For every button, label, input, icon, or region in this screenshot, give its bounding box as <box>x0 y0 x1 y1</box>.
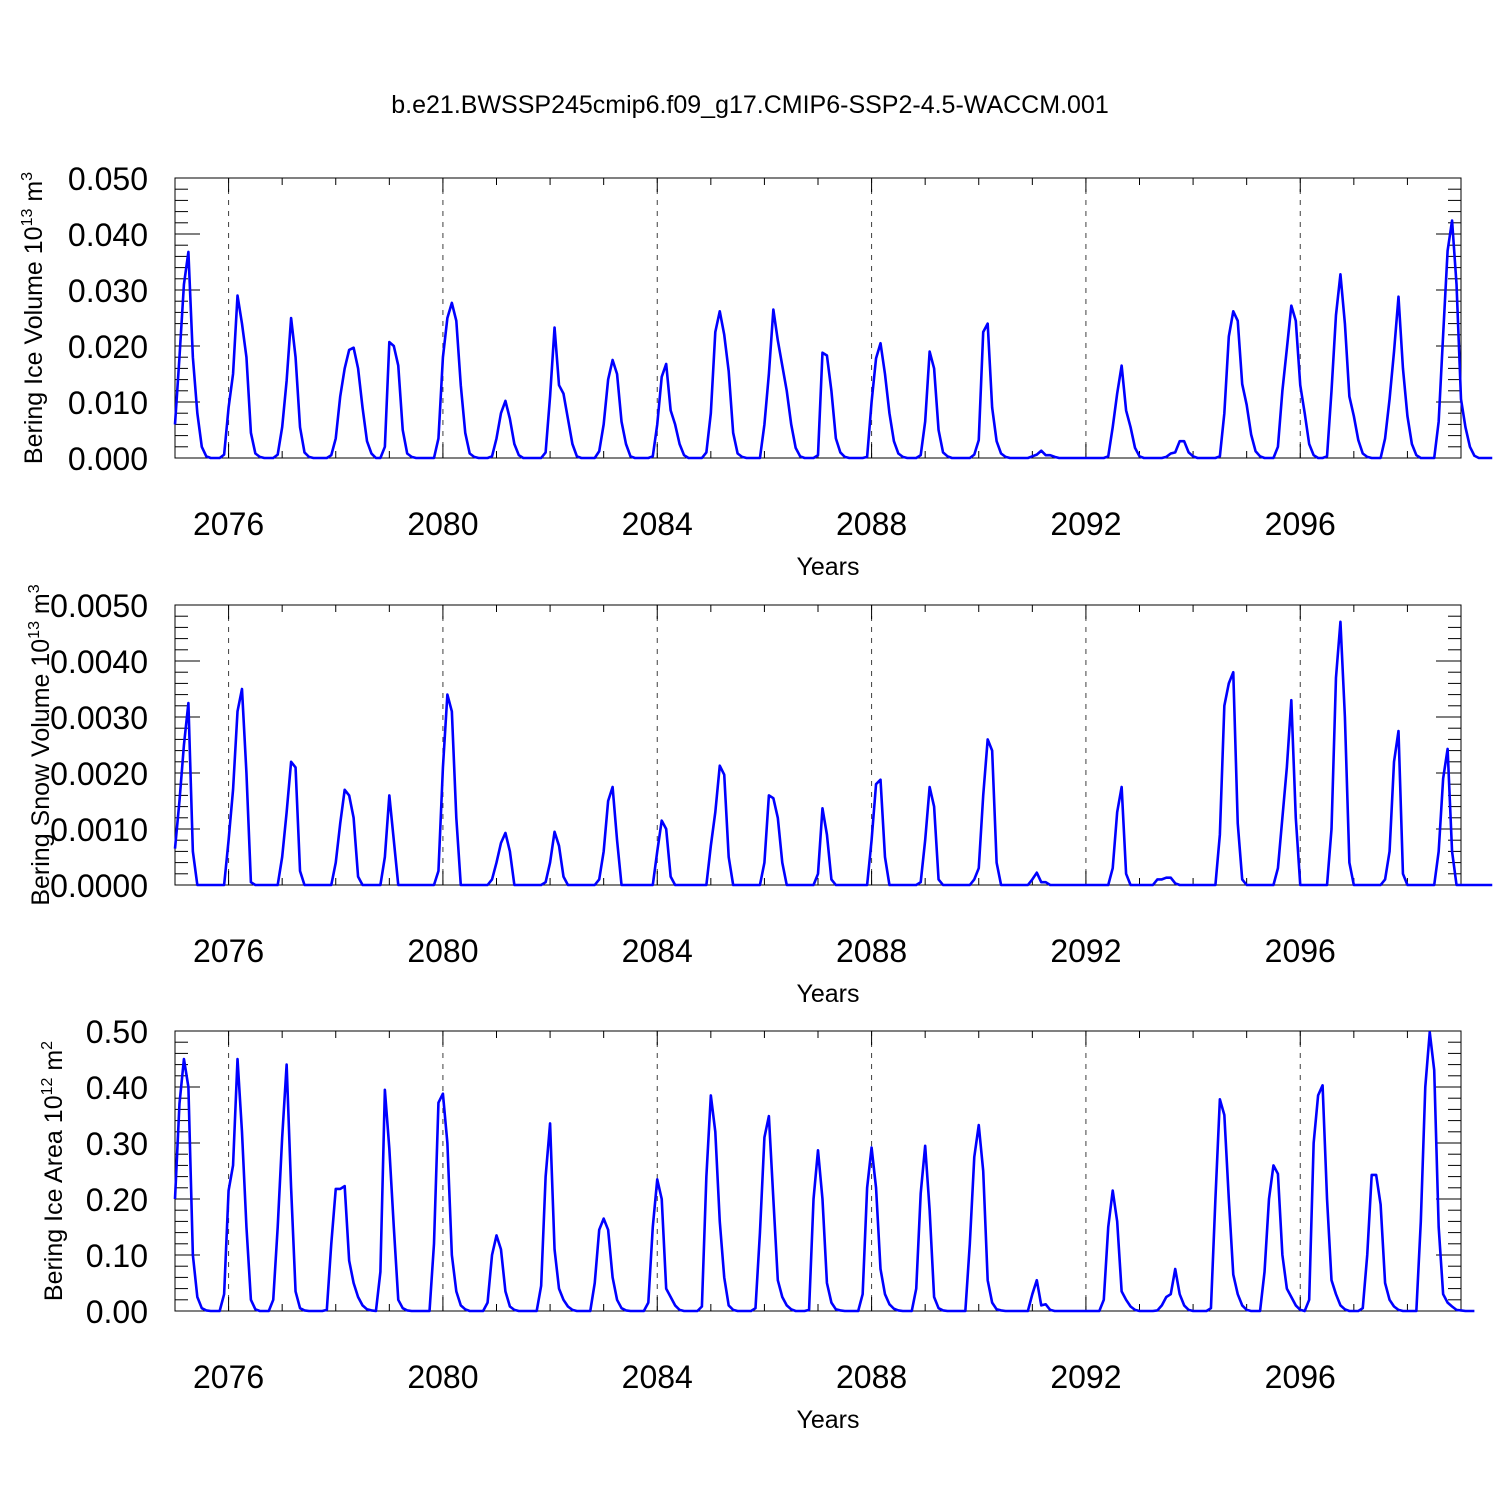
x-tick-label: 2088 <box>836 933 907 969</box>
y-tick-label: 0.00 <box>86 1294 148 1330</box>
y-tick-label: 0.30 <box>86 1126 148 1162</box>
y-axis-label: Bering Snow Volume 1013 m3 <box>26 584 55 905</box>
x-tick-label: 2080 <box>407 933 478 969</box>
y-tick-label: 0.000 <box>68 441 148 477</box>
x-axis-label: Years <box>796 1406 859 1434</box>
chart-panel-1: 2076 2080 2084 2088 2092 2096 0.000 0.010 0.020 0… <box>19 161 1493 581</box>
x-tick-label: 2096 <box>1265 506 1336 542</box>
x-tick-label: 2088 <box>836 506 907 542</box>
y-tick-label: 0.050 <box>68 161 148 197</box>
chart-panel-3: 2076 2080 2084 2088 2092 2096 0.00 0.10 0.20 0.30… <box>39 1014 1475 1434</box>
series-line <box>173 620 1493 887</box>
x-tick-label: 2080 <box>407 506 478 542</box>
x-tick-label: 2092 <box>1050 1359 1121 1395</box>
x-tick-label: 2076 <box>193 506 264 542</box>
y-tick-label: 0.040 <box>68 217 148 253</box>
series-line <box>173 219 1493 460</box>
x-tick-label: 2096 <box>1265 933 1336 969</box>
y-tick-label: 0.0040 <box>50 644 148 680</box>
y-axis-label: Bering Ice Volume 1013 m3 <box>19 172 48 464</box>
y-tick-label: 0.20 <box>86 1182 148 1218</box>
chart-panel-2: 2076 2080 2084 2088 2092 2096 0.0000 0.0010 0.00… <box>26 584 1493 1008</box>
x-tick-label: 2084 <box>622 933 693 969</box>
x-tick-label: 2084 <box>622 1359 693 1395</box>
y-tick-label: 0.030 <box>68 273 148 309</box>
x-tick-label: 2092 <box>1050 933 1121 969</box>
y-tick-label: 0.020 <box>68 329 148 365</box>
y-tick-label: 0.0030 <box>50 700 148 736</box>
x-tick-label: 2076 <box>193 933 264 969</box>
y-tick-label: 0.50 <box>86 1014 148 1050</box>
x-tick-label: 2080 <box>407 1359 478 1395</box>
x-tick-label: 2084 <box>622 506 693 542</box>
y-tick-label: 0.0000 <box>50 868 148 904</box>
figure-title: b.e21.BWSSP245cmip6.f09_g17.CMIP6-SSP2-4… <box>391 91 1108 119</box>
x-tick-label: 2076 <box>193 1359 264 1395</box>
x-axis-label: Years <box>796 553 859 581</box>
y-tick-label: 0.0010 <box>50 812 148 848</box>
x-tick-label: 2096 <box>1265 1359 1336 1395</box>
y-tick-label: 0.40 <box>86 1070 148 1106</box>
series-line <box>173 1030 1475 1313</box>
y-tick-label: 0.0020 <box>50 756 148 792</box>
y-tick-label: 0.0050 <box>50 588 148 624</box>
y-tick-label: 0.010 <box>68 385 148 421</box>
x-tick-label: 2088 <box>836 1359 907 1395</box>
y-axis-label: Bering Ice Area 1012 m2 <box>39 1041 68 1301</box>
x-tick-label: 2092 <box>1050 506 1121 542</box>
x-axis-label: Years <box>796 980 859 1008</box>
y-tick-label: 0.10 <box>86 1238 148 1274</box>
